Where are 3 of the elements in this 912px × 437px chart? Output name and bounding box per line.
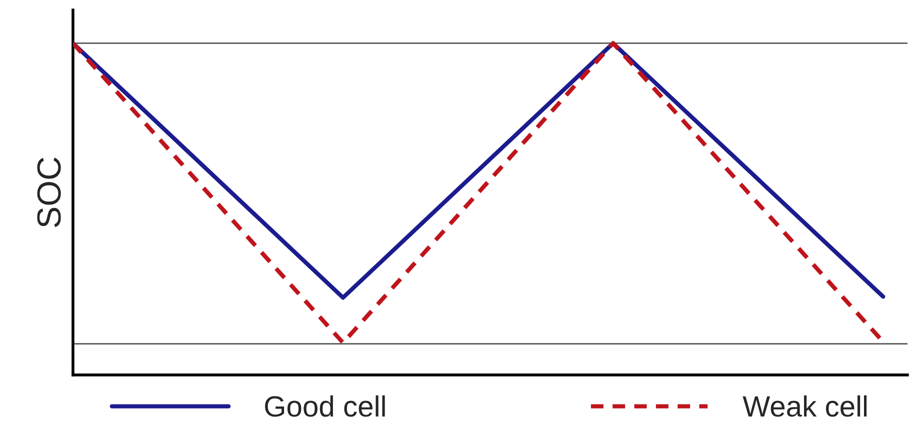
legend-label: Weak cell [742, 395, 867, 417]
legend-label: Good cell [265, 395, 385, 417]
y-axis-title: SOC [37, 158, 61, 228]
